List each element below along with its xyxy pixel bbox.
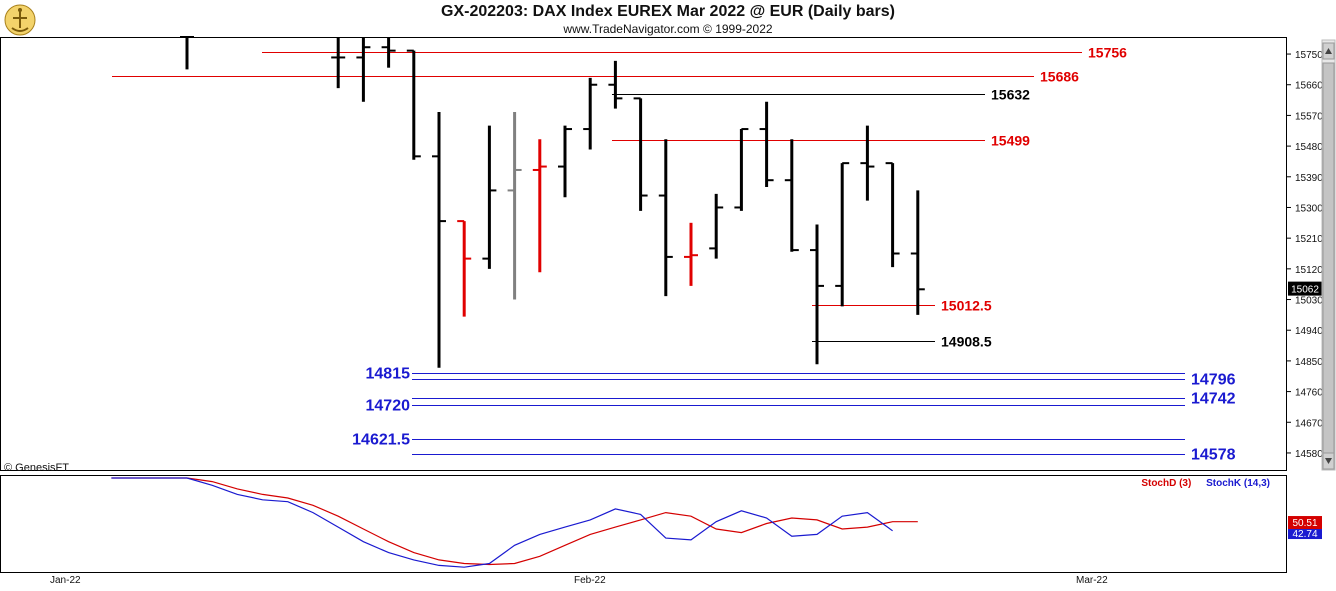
- level-label: 14621.5: [352, 432, 410, 449]
- chart-frame: [0, 37, 1287, 573]
- stochk-line: [111, 477, 893, 568]
- price-tick-label: 15030: [1295, 296, 1323, 307]
- price-tick-label: 15300: [1295, 203, 1323, 214]
- stochk-value-box: [1288, 529, 1322, 540]
- price-axis: 15750 15660 15570 15480 15390 15300 15210 15120…: [1286, 50, 1323, 460]
- price-tick-label: 15660: [1295, 81, 1323, 92]
- level-label: 15756: [1088, 45, 1127, 61]
- level-label: 15632: [991, 87, 1030, 103]
- level-label: 15012.5: [941, 298, 992, 314]
- price-tick-label: 14760: [1295, 388, 1323, 399]
- stochk-value-label: 42.74: [1292, 529, 1317, 540]
- level-label: 14720: [366, 398, 411, 415]
- level-label: 14578: [1191, 447, 1236, 464]
- x-label-mar: Mar-22: [1076, 575, 1108, 586]
- stochk-legend: StochK (14,3): [1206, 478, 1270, 489]
- price-tick-label: 15480: [1295, 142, 1323, 153]
- price-tick-label: 14940: [1295, 326, 1323, 337]
- price-tick-label: 15570: [1295, 111, 1323, 122]
- level-lines: 15756 15686 15632 15499 15012.5 14908.5 14815 1…: [112, 45, 1236, 464]
- price-tick-label: 15210: [1295, 234, 1323, 245]
- x-label-jan: Jan-22: [50, 575, 81, 586]
- chart-header: GX-202203: DAX Index EUREX Mar 2022 @ EU…: [0, 0, 1336, 40]
- price-tick-label: 14580: [1295, 449, 1323, 460]
- price-scrollbar[interactable]: [1321, 39, 1336, 471]
- stochd-value-label: 50.51: [1292, 518, 1317, 529]
- scrollbar-thumb[interactable]: [1322, 62, 1335, 454]
- last-price-label: 15062: [1291, 285, 1319, 296]
- price-tick-label: 15750: [1295, 50, 1323, 61]
- indicator-legend: StochD (3) StochK (14,3): [1141, 478, 1270, 489]
- price-tick-label: 14850: [1295, 357, 1323, 368]
- chevron-up-icon[interactable]: [1325, 48, 1332, 54]
- copyright-label: © GenesisFT: [4, 462, 69, 474]
- level-label: 15499: [991, 133, 1030, 149]
- price-tick-label: 15390: [1295, 173, 1323, 184]
- price-bars: [180, 36, 925, 368]
- x-label-feb: Feb-22: [574, 575, 606, 586]
- level-label: 14742: [1191, 391, 1236, 408]
- stochd-line: [111, 477, 918, 566]
- level-label: 15686: [1040, 69, 1079, 85]
- last-price-box: [1288, 281, 1322, 296]
- chevron-down-icon[interactable]: [1325, 458, 1332, 464]
- last-price-marker: 15062: [1288, 281, 1322, 296]
- price-tick-label: 15120: [1295, 265, 1323, 276]
- logo-icon: [4, 4, 36, 36]
- indicator-panel-border: [0, 475, 1287, 573]
- stochd-legend: StochD (3): [1141, 478, 1192, 489]
- price-tick-label: 14670: [1295, 418, 1323, 429]
- chart-title: GX-202203: DAX Index EUREX Mar 2022 @ EU…: [441, 3, 895, 20]
- level-label: 14796: [1191, 372, 1236, 389]
- chart-subtitle: www.TradeNavigator.com © 1999-2022: [563, 22, 773, 36]
- level-label: 14908.5: [941, 334, 992, 350]
- stochd-value-box: [1288, 516, 1322, 530]
- level-label: 14815: [366, 366, 411, 383]
- price-panel-border: [0, 37, 1287, 471]
